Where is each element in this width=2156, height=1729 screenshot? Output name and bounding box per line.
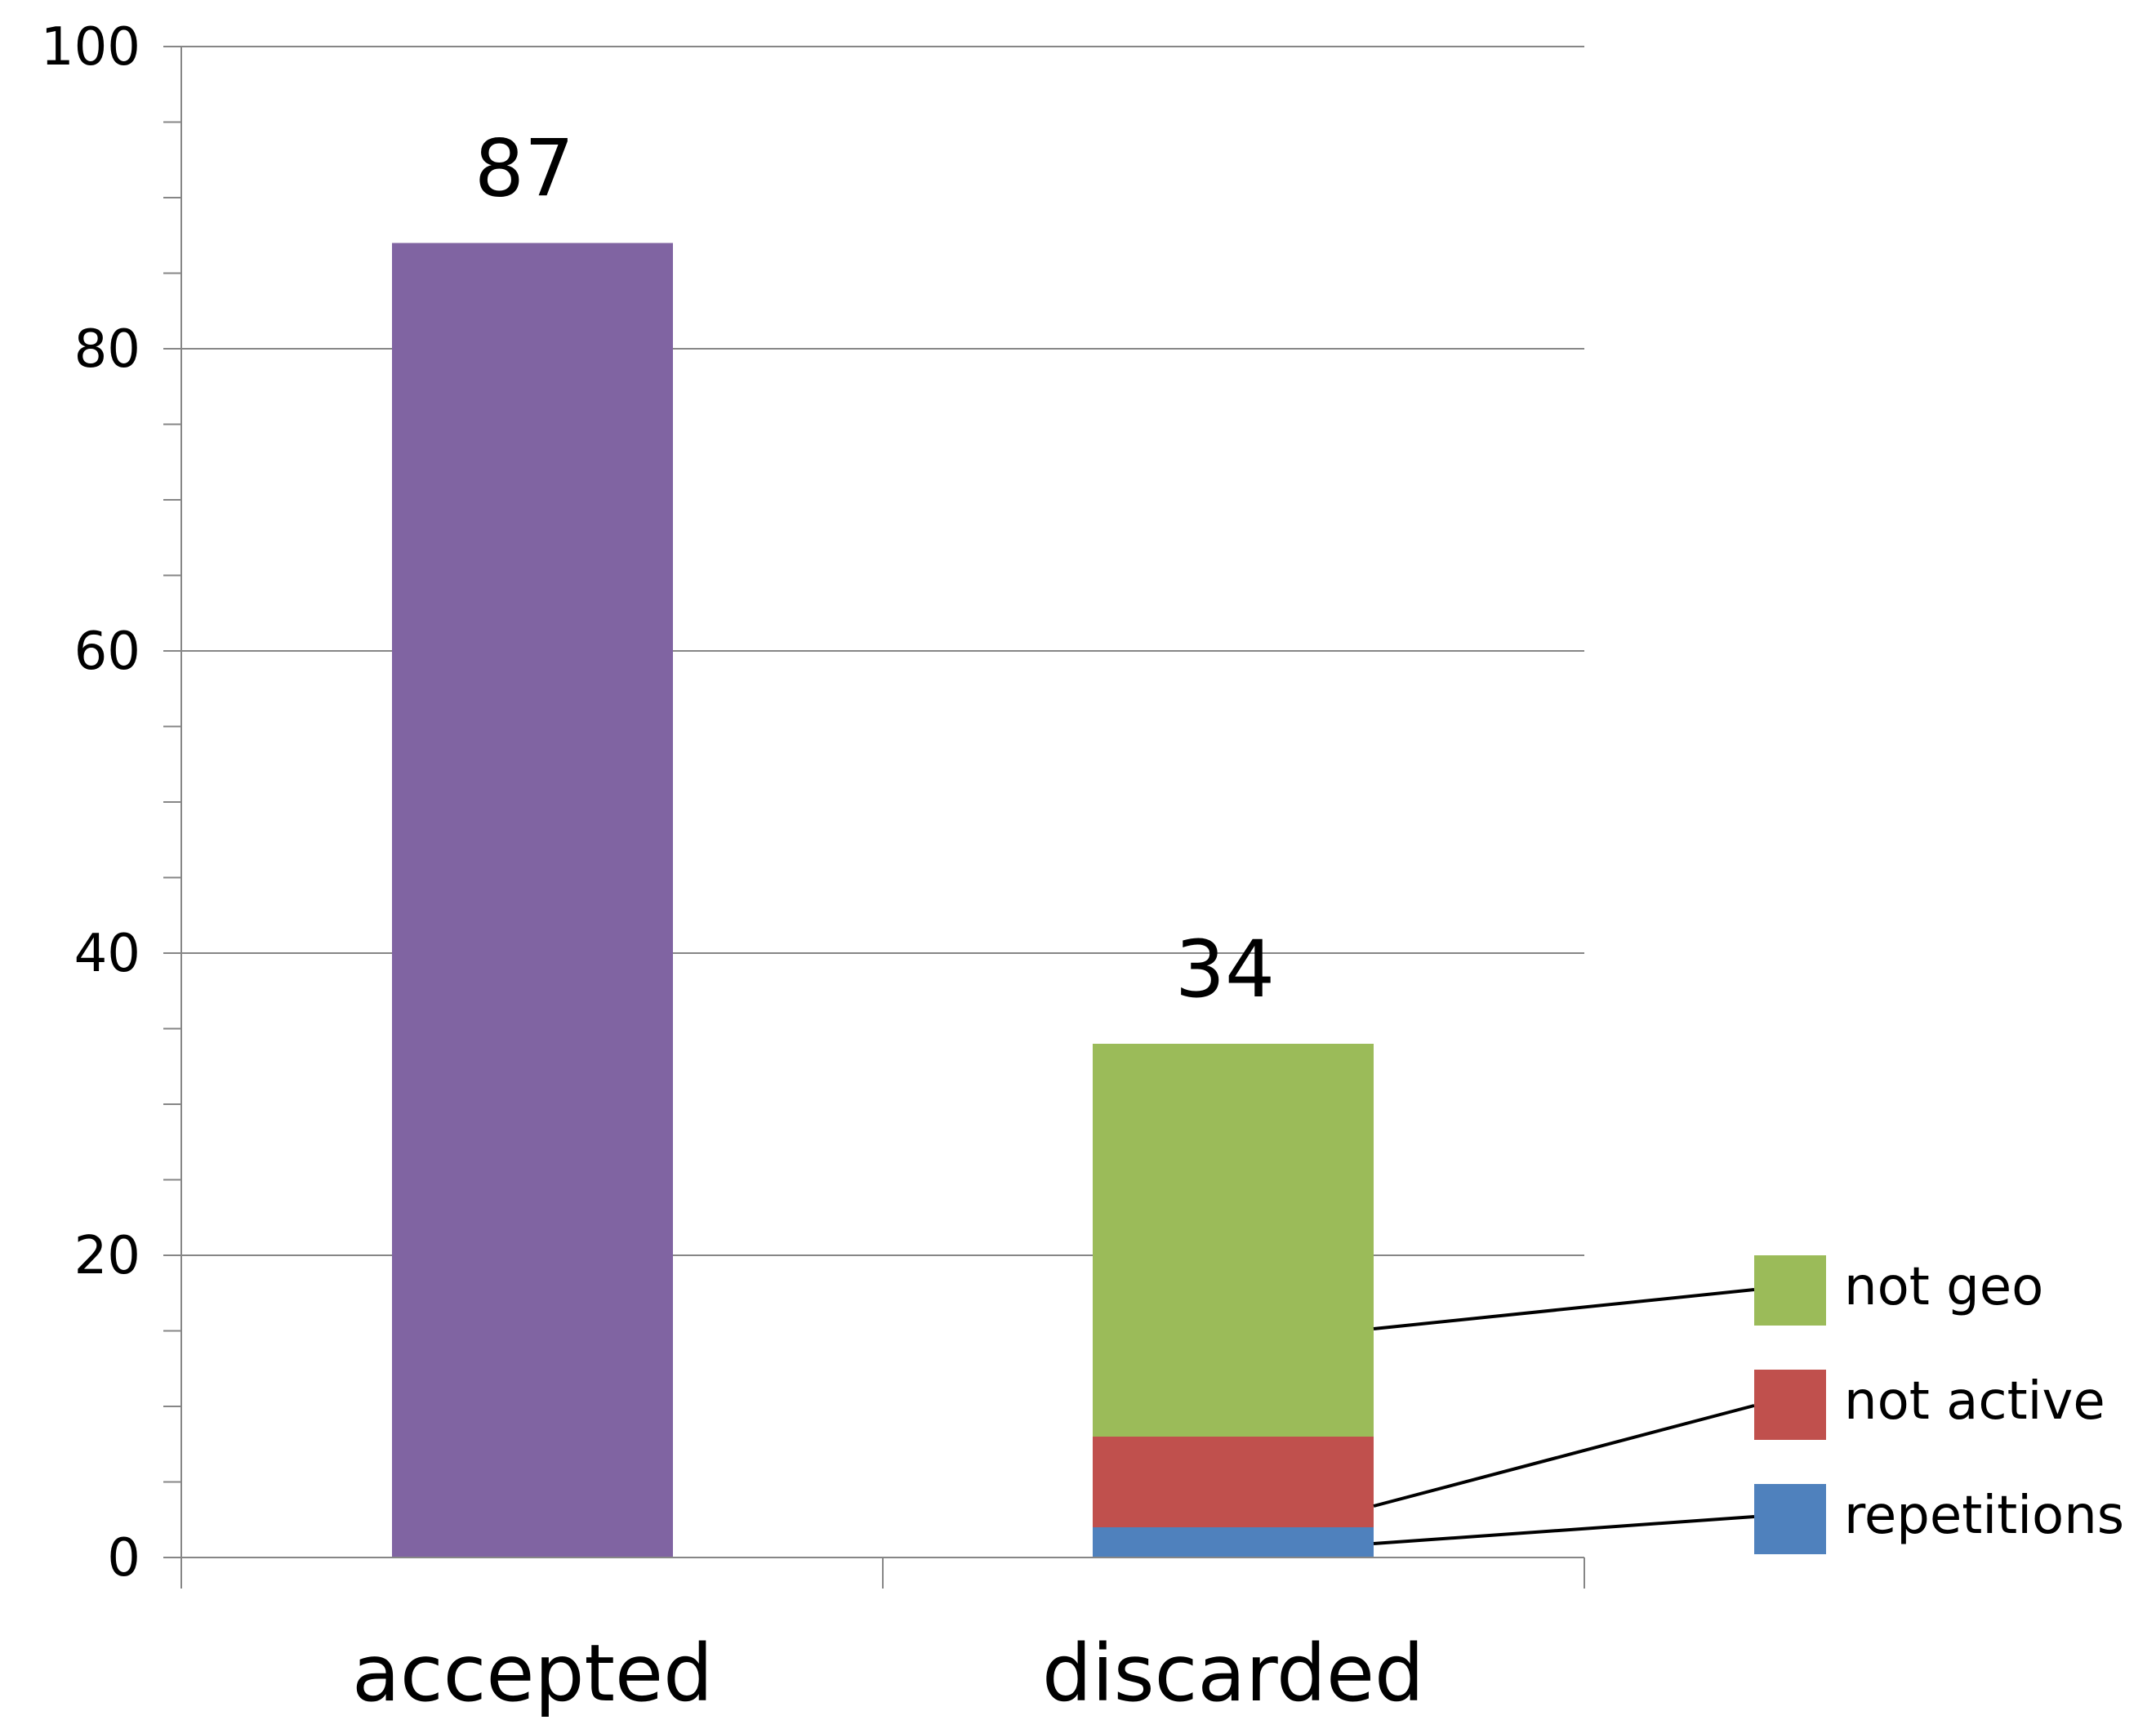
y-tick-label: 20	[74, 1226, 140, 1286]
legend-label: repetitions	[1844, 1486, 2124, 1546]
bar-total-label: 87	[474, 123, 574, 215]
legend-swatch	[1754, 1484, 1826, 1554]
bar-accepted	[392, 243, 673, 1557]
y-tick-label: 80	[74, 319, 140, 380]
bar-discarded-not-active	[1093, 1437, 1374, 1527]
bar-discarded-not-geo	[1093, 1044, 1374, 1437]
y-tick-label: 60	[74, 622, 140, 682]
bar-discarded-repetitions	[1093, 1527, 1374, 1557]
legend-leader-line	[1373, 1515, 1755, 1545]
y-tick-label: 0	[107, 1528, 140, 1589]
legend-swatch	[1754, 1255, 1826, 1326]
x-category-label: discarded	[1042, 1628, 1424, 1719]
x-category-label: accepted	[352, 1628, 713, 1719]
y-tick-label: 100	[41, 17, 140, 78]
legend-leader-line	[1373, 1288, 1755, 1330]
bar-total-label: 34	[1175, 924, 1275, 1015]
legend-leader-line	[1373, 1404, 1755, 1508]
legend-swatch	[1754, 1370, 1826, 1440]
legend-label: not active	[1844, 1371, 2105, 1432]
y-tick-label: 40	[74, 924, 140, 984]
legend-label: not geo	[1844, 1257, 2043, 1317]
